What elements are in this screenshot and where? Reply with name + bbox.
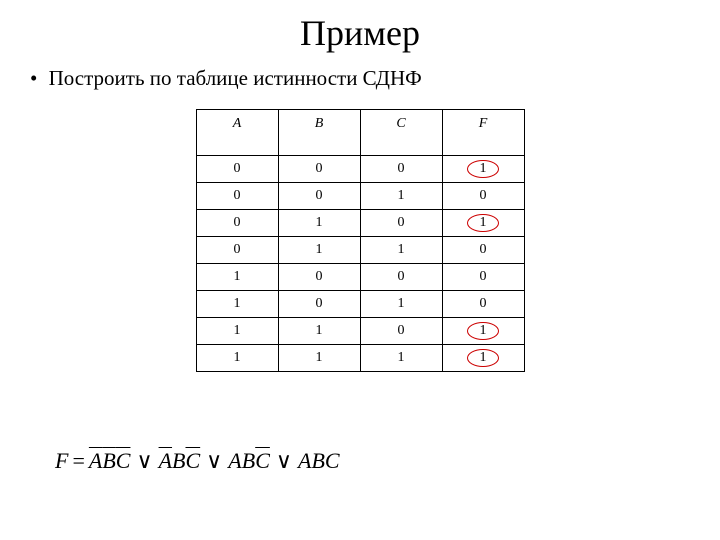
table-cell: 0: [196, 237, 278, 264]
table-cell: 0: [196, 183, 278, 210]
table-cell: 1: [278, 345, 360, 372]
table-cell: 0: [196, 156, 278, 183]
table-cell: 1: [196, 318, 278, 345]
table-cell: 1: [442, 345, 524, 372]
table-cell: 0: [360, 210, 442, 237]
table-cell: 1: [360, 291, 442, 318]
table-cell: 0: [442, 291, 524, 318]
table-cell: 0: [442, 264, 524, 291]
table-header-cell: F: [442, 110, 524, 156]
table-row: 1111: [196, 345, 524, 372]
table-cell: 1: [278, 237, 360, 264]
table-cell: 1: [196, 264, 278, 291]
table-cell: 0: [278, 291, 360, 318]
table-row: 1101: [196, 318, 524, 345]
table-header-row: ABCF: [196, 110, 524, 156]
truth-table: ABCF 00010010010101101000101011011111: [196, 109, 525, 372]
table-cell: 0: [278, 264, 360, 291]
table-row: 0010: [196, 183, 524, 210]
table-cell: 1: [196, 291, 278, 318]
bullet-text: Построить по таблице истинности СДНФ: [0, 54, 720, 91]
formula: F=ABC∨ABC∨ABC∨ABC: [55, 448, 340, 474]
table-row: 1000: [196, 264, 524, 291]
table-row: 0101: [196, 210, 524, 237]
table-cell: 1: [360, 183, 442, 210]
table-cell: 0: [442, 183, 524, 210]
table-header-cell: C: [360, 110, 442, 156]
table-cell: 0: [278, 156, 360, 183]
table-cell: 1: [442, 318, 524, 345]
table-cell: 1: [360, 237, 442, 264]
table-cell: 0: [442, 237, 524, 264]
table-row: 0001: [196, 156, 524, 183]
table-header-cell: A: [196, 110, 278, 156]
table-header-cell: B: [278, 110, 360, 156]
table-cell: 1: [442, 210, 524, 237]
table-cell: 0: [196, 210, 278, 237]
table-row: 0110: [196, 237, 524, 264]
table-cell: 0: [360, 156, 442, 183]
table-cell: 0: [360, 318, 442, 345]
table-cell: 1: [360, 345, 442, 372]
table-cell: 1: [442, 156, 524, 183]
table-body: 00010010010101101000101011011111: [196, 156, 524, 372]
table-cell: 1: [278, 318, 360, 345]
page-title: Пример: [0, 0, 720, 54]
table-cell: 1: [278, 210, 360, 237]
table-cell: 1: [196, 345, 278, 372]
truth-table-wrap: ABCF 00010010010101101000101011011111: [0, 109, 720, 372]
table-cell: 0: [278, 183, 360, 210]
table-cell: 0: [360, 264, 442, 291]
table-row: 1010: [196, 291, 524, 318]
